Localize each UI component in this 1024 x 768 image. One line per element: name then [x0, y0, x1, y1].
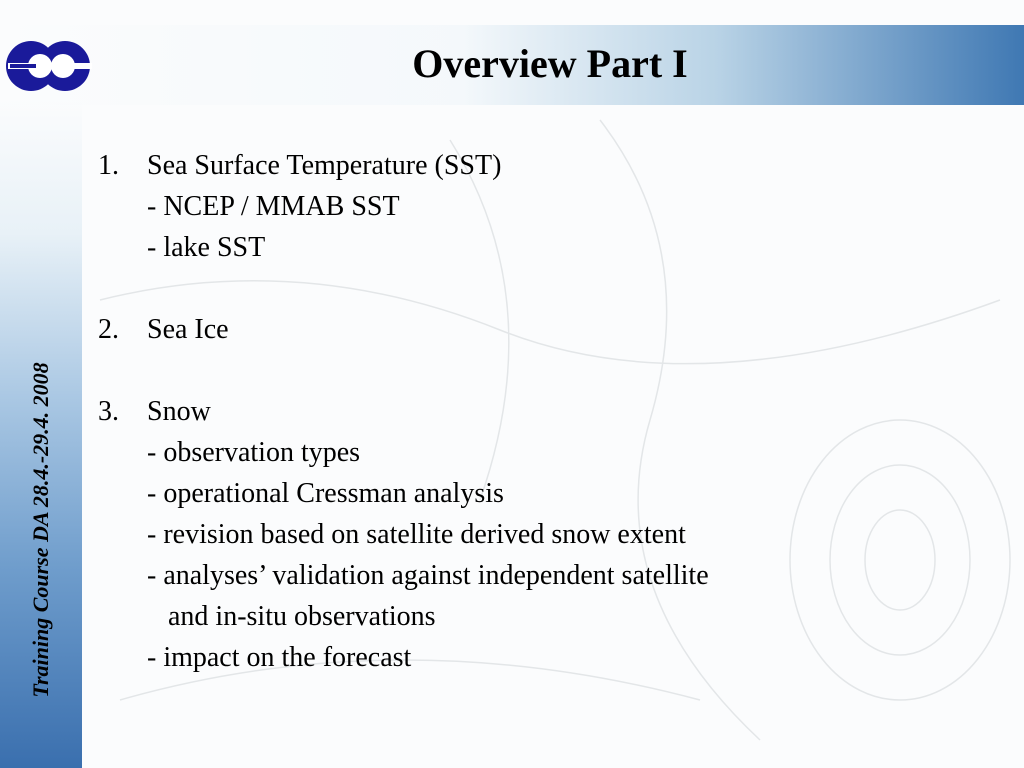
item-label: Snow: [147, 396, 211, 427]
header-band: [0, 25, 1024, 105]
overview-list: 1. Sea Surface Temperature (SST) - NCEP /…: [98, 145, 709, 678]
list-item: 1. Sea Surface Temperature (SST): [98, 145, 709, 186]
sub-item: - NCEP / MMAB SST: [147, 191, 400, 222]
item-label: Sea Ice: [147, 314, 229, 345]
ecmwf-logo-icon: [6, 41, 92, 91]
slide-title: Overview Part I: [412, 41, 688, 86]
side-band: [0, 100, 82, 768]
sub-item: - observation types: [147, 437, 361, 468]
item-number: 2.: [98, 314, 119, 345]
sub-item: - lake SST: [147, 232, 266, 263]
item-label: Sea Surface Temperature (SST): [147, 150, 502, 181]
item-number: 3.: [98, 396, 119, 427]
course-label: Training Course DA 28.4.-29.4. 2008: [28, 362, 53, 698]
sub-item: - analyses’ validation against independe…: [147, 560, 709, 591]
item-number: 1.: [98, 150, 119, 181]
sub-item: - revision based on satellite derived sn…: [147, 519, 686, 550]
sub-item: - operational Cressman analysis: [147, 478, 504, 509]
list-item: 3. Snow: [98, 391, 709, 432]
sub-item: and in-situ observations: [147, 601, 436, 632]
sub-item: - impact on the forecast: [147, 642, 412, 673]
list-item: 2. Sea Ice: [98, 309, 709, 350]
